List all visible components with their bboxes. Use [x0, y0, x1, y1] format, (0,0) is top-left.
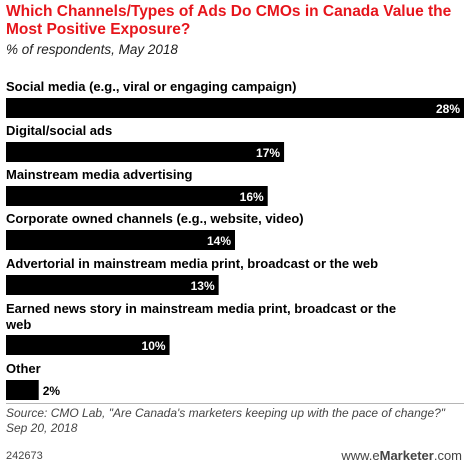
bar: [6, 275, 219, 295]
value-label: 13%: [191, 279, 215, 293]
value-label: 10%: [142, 339, 166, 353]
brand-logo: www.eMarketer.com: [341, 448, 462, 463]
bar: [6, 380, 39, 400]
category-label: Other: [6, 361, 41, 376]
category-label: Earned news story in mainstream media pr…: [6, 301, 396, 316]
value-label: 2%: [43, 384, 61, 398]
bar: [6, 186, 268, 206]
value-label: 28%: [436, 102, 460, 116]
value-label: 14%: [207, 234, 231, 248]
source-note: Source: CMO Lab, "Are Canada's marketers…: [6, 406, 446, 435]
bar: [6, 142, 285, 162]
value-label: 16%: [240, 190, 264, 204]
chart-title: Which Channels/Types of Ads Do CMOs in C…: [6, 3, 452, 38]
bar: [6, 335, 170, 355]
category-label: Advertorial in mainstream media print, b…: [6, 256, 378, 271]
value-label: 17%: [256, 146, 280, 160]
bar: [6, 98, 464, 118]
bar: [6, 230, 235, 250]
bar-chart: Social media (e.g., viral or engaging ca…: [5, 79, 464, 400]
category-label: Digital/social ads: [6, 123, 112, 138]
chart-subtitle: % of respondents, May 2018: [6, 42, 178, 57]
source-divider: [6, 403, 464, 404]
category-label: Social media (e.g., viral or engaging ca…: [6, 79, 296, 94]
category-label: web: [5, 317, 31, 332]
category-label: Mainstream media advertising: [6, 167, 192, 182]
category-label: Corporate owned channels (e.g., website,…: [6, 211, 304, 226]
chart-id: 242673: [6, 450, 43, 462]
